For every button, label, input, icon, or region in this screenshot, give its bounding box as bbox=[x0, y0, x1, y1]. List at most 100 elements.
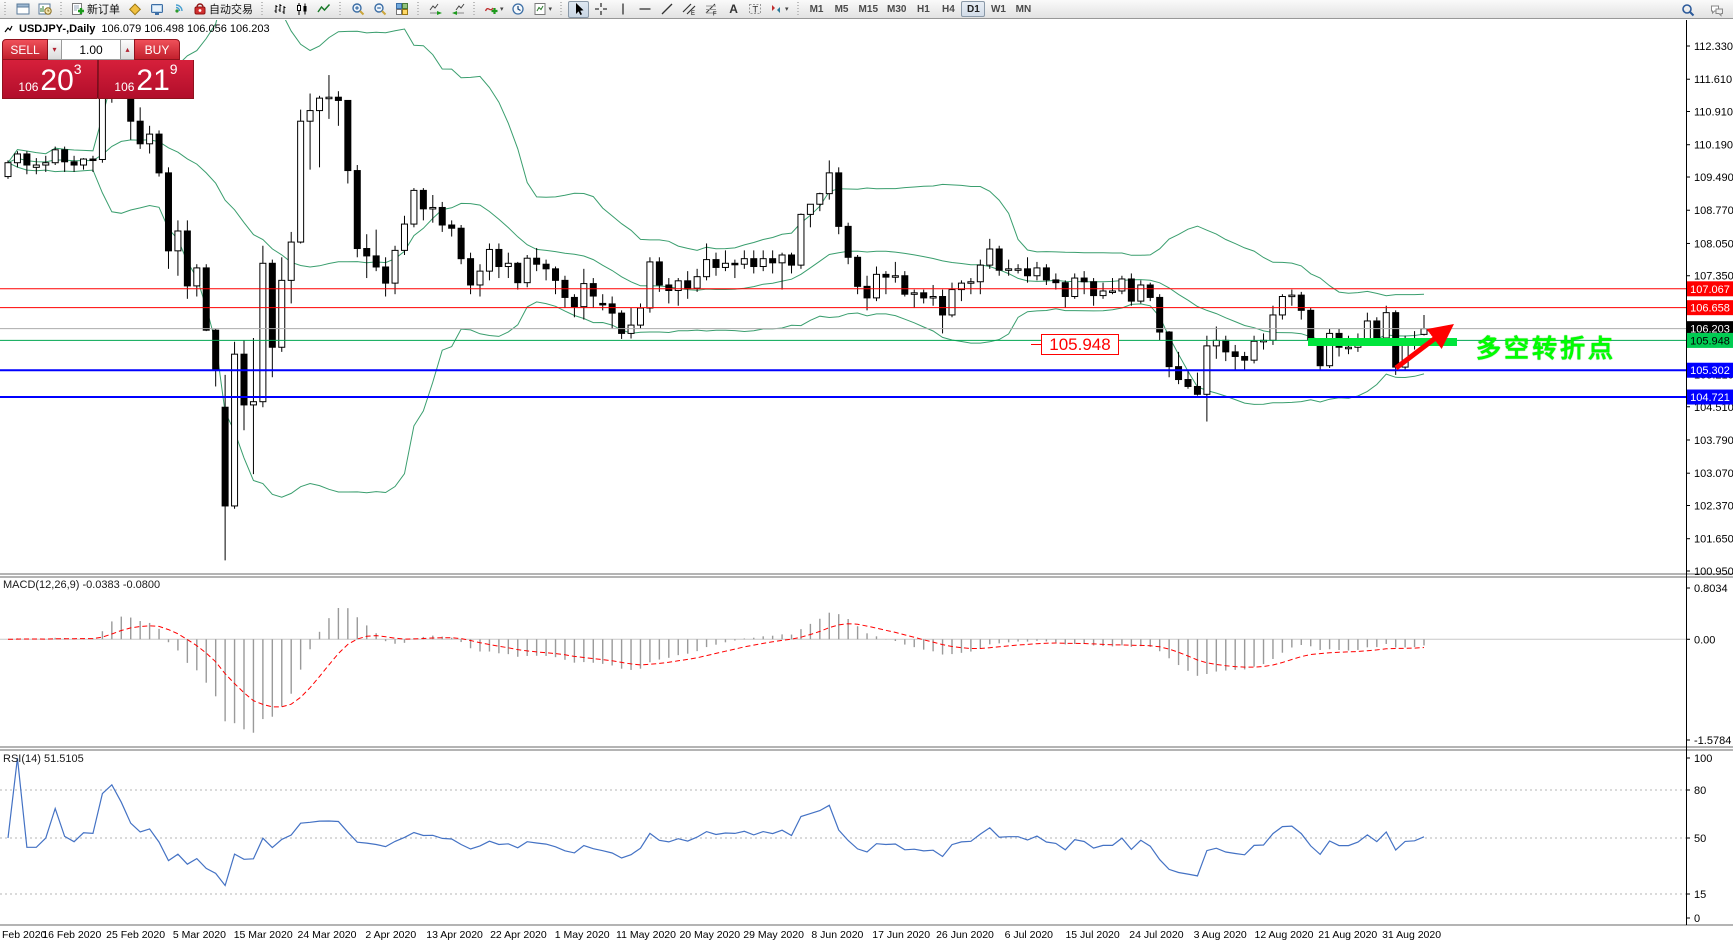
toolbar-group-handle[interactable] bbox=[416, 2, 421, 16]
arrow-drawing[interactable] bbox=[1394, 323, 1454, 370]
svg-text:Feb 2020: Feb 2020 bbox=[2, 929, 47, 941]
turning-point-annotation[interactable]: 多空转折点 bbox=[1476, 335, 1617, 363]
candle-chart-button[interactable] bbox=[291, 1, 312, 18]
price-badge-105.302: 105.302 bbox=[1687, 362, 1733, 378]
bollinger-upper-band bbox=[7, 20, 1425, 297]
timeframe-h1-button[interactable]: H1 bbox=[917, 3, 930, 15]
chart-canvas[interactable]: 112.330 111.610 110.910 110.190 109.490 108.7… bbox=[0, 19, 1733, 945]
new-order-button-label: 新订单 bbox=[87, 4, 120, 16]
indadd-icon bbox=[484, 7, 498, 14]
svg-text:106.203: 106.203 bbox=[1690, 324, 1730, 336]
svg-text:107.067: 107.067 bbox=[1690, 284, 1730, 296]
tiles-icon bbox=[395, 3, 408, 15]
buy-price-pips: 21 bbox=[136, 64, 170, 97]
search-button[interactable] bbox=[1677, 1, 1698, 18]
svg-text:103.070: 103.070 bbox=[1694, 468, 1733, 480]
toolbar-group-handle[interactable] bbox=[260, 2, 265, 16]
bollinger-middle-band bbox=[7, 139, 1425, 347]
svg-text:1 May 2020: 1 May 2020 bbox=[555, 929, 610, 941]
zoom-out-button[interactable] bbox=[369, 1, 390, 18]
svg-text:6 Jul 2020: 6 Jul 2020 bbox=[1005, 929, 1054, 941]
templates-button[interactable]: ▾ bbox=[530, 1, 556, 18]
timeframe-m1-button[interactable]: M1 bbox=[809, 3, 824, 15]
toolbar-group-handle[interactable] bbox=[559, 2, 565, 16]
svg-text:105.302: 105.302 bbox=[1690, 365, 1730, 377]
svg-text:112.330: 112.330 bbox=[1694, 41, 1733, 53]
macd-histogram bbox=[16, 607, 1425, 733]
cursor-button[interactable] bbox=[568, 0, 590, 18]
chat-button[interactable] bbox=[1706, 1, 1727, 18]
new-chart-button[interactable] bbox=[12, 1, 33, 18]
zoom-in-button[interactable] bbox=[347, 1, 368, 18]
symbol-marker-icon bbox=[4, 25, 13, 32]
text-button[interactable]: A bbox=[722, 1, 743, 18]
price-axis[interactable]: 112.330 111.610 110.910 110.190 109.490 108.7… bbox=[1686, 20, 1733, 925]
svg-text:0.00: 0.00 bbox=[1694, 634, 1715, 646]
autotrading-button[interactable]: 自动交易 bbox=[190, 1, 256, 18]
bar-chart-button[interactable] bbox=[269, 1, 290, 18]
horizontal-line-button[interactable] bbox=[634, 1, 655, 18]
neworder-icon bbox=[72, 3, 84, 15]
vline-icon bbox=[621, 3, 624, 15]
svg-text:31 Aug 2020: 31 Aug 2020 bbox=[1382, 929, 1441, 941]
timeframe-m15-button[interactable]: M15 bbox=[858, 3, 878, 15]
svg-text:110.190: 110.190 bbox=[1694, 140, 1733, 152]
price-badge-106.203: 106.203 bbox=[1687, 321, 1733, 337]
arrows-button[interactable]: ▾ bbox=[766, 1, 792, 18]
terminal-button[interactable] bbox=[146, 1, 167, 18]
market-watch-button[interactable] bbox=[34, 1, 55, 18]
dropdown-caret-icon: ▾ bbox=[548, 5, 553, 13]
timeframe-h4-button[interactable]: H4 bbox=[942, 3, 955, 15]
highlight-band-drawing[interactable] bbox=[1308, 338, 1457, 346]
svg-text:107.350: 107.350 bbox=[1694, 271, 1733, 283]
periods-button[interactable] bbox=[508, 1, 529, 18]
trendline-button[interactable] bbox=[656, 1, 677, 18]
svg-text:0.8034: 0.8034 bbox=[1694, 583, 1728, 595]
sell-price-panel[interactable]: 106 20 3 bbox=[2, 60, 98, 99]
channel-icon: E bbox=[682, 3, 695, 16]
metaeditor-button[interactable] bbox=[124, 1, 145, 18]
timeframe-m30-button[interactable]: M30 bbox=[887, 3, 907, 15]
toolbar-group-handle[interactable] bbox=[472, 2, 477, 16]
crosshair-button[interactable] bbox=[590, 1, 611, 18]
svg-text:15: 15 bbox=[1694, 889, 1706, 901]
timeframe-w1-button[interactable]: W1 bbox=[990, 3, 1006, 15]
volume-increase-button[interactable]: ▴ bbox=[120, 39, 134, 60]
macd-indicator-label: MACD(12,26,9) -0.0383 -0.0800 bbox=[3, 579, 161, 591]
svg-text:101.650: 101.650 bbox=[1694, 534, 1733, 546]
toolbar-group-handle[interactable] bbox=[338, 2, 343, 16]
svg-text:A: A bbox=[729, 2, 738, 16]
timeframe-d1-button[interactable]: D1 bbox=[961, 1, 986, 17]
zoomout-icon bbox=[373, 3, 386, 16]
vertical-line-button[interactable] bbox=[612, 1, 633, 18]
autotrade-icon bbox=[194, 3, 206, 15]
toolbar-group-handle[interactable] bbox=[3, 2, 8, 16]
buy-price-panel[interactable]: 106 21 9 bbox=[98, 60, 194, 99]
price-annotation-flag[interactable]: 105.948 bbox=[1041, 334, 1119, 355]
equidistant-channel-button[interactable]: E bbox=[678, 1, 699, 18]
add-indicator-button[interactable]: ▾ bbox=[481, 1, 507, 18]
dropdown-caret-icon: ▾ bbox=[500, 5, 504, 13]
chart-shift-button[interactable] bbox=[447, 1, 468, 18]
svg-text:29 May 2020: 29 May 2020 bbox=[743, 929, 804, 941]
volume-input[interactable] bbox=[62, 39, 120, 60]
toolbar-group-handle[interactable] bbox=[795, 2, 801, 16]
sell-button[interactable]: SELL bbox=[2, 39, 48, 60]
tile-windows-button[interactable] bbox=[391, 1, 412, 18]
toolbar-group-handle[interactable] bbox=[59, 2, 64, 16]
timeframe-mn-button[interactable]: MN bbox=[1015, 3, 1032, 15]
timeframe-m5-button[interactable]: M5 bbox=[834, 3, 849, 15]
buy-button[interactable]: BUY bbox=[134, 39, 180, 60]
price-badge-107.067: 107.067 bbox=[1687, 281, 1733, 297]
signals-button[interactable] bbox=[168, 1, 189, 18]
line-chart-button[interactable] bbox=[313, 1, 334, 18]
chat-icon bbox=[1710, 5, 1723, 17]
new-order-button[interactable]: 新订单 bbox=[68, 1, 123, 18]
fibonacci-button[interactable]: F bbox=[700, 1, 721, 18]
volume-decrease-button[interactable]: ▾ bbox=[48, 39, 62, 60]
text-label-button[interactable]: T bbox=[744, 1, 765, 18]
auto-scroll-button[interactable] bbox=[425, 1, 446, 18]
sell-price-pips: 20 bbox=[40, 64, 74, 97]
